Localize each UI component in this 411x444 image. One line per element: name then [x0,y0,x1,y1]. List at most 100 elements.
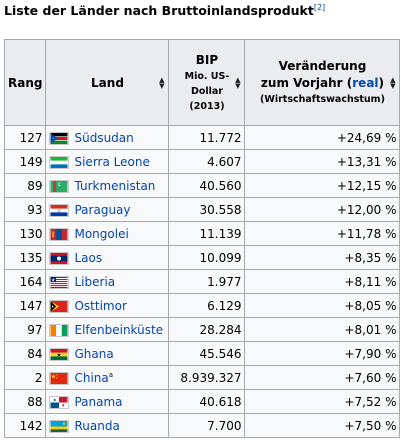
liberia-flag-icon [49,275,70,289]
change-cell: +8,01 % [244,317,401,342]
ghana-flag-icon [49,347,70,361]
table-row: 93 Paraguay 30.558 +12,00 % [3,197,401,222]
table-caption: Liste der Länder nach Bruttoinlandsprodu… [4,3,325,18]
country-link[interactable]: China [74,370,109,385]
rang-cell: 147 [3,293,47,318]
country-link[interactable]: Panama [74,394,123,409]
table-row: 97 Elfenbeinküste 28.284 +8,01 % [3,317,401,342]
bip-cell: 28.284 [168,317,246,342]
sort-arrows-icon[interactable]: ▲ ▼ [235,75,241,90]
change-header-sub: (Wirtschaftswachstum) [260,94,385,105]
column-header-veraenderung[interactable]: Veränderung zum Vorjahr (real) (Wirtscha… [244,39,401,126]
change-cell: +8,05 % [244,293,401,318]
bip-cell: 1.977 [168,269,246,294]
rwanda-flag-icon [49,419,70,433]
real-link[interactable]: real [352,76,379,90]
rang-cell: 88 [3,389,47,414]
footnote-link[interactable]: a [108,370,114,379]
table-row: 142 Ruanda 7.700 +7,50 % [3,413,401,438]
rang-cell: 164 [3,269,47,294]
rang-cell: 2 [3,365,47,390]
land-cell: Turkmenistan [45,173,170,198]
land-cell: Ruanda [45,413,170,438]
table-row: 84 Ghana 45.546 +7,90 % [3,341,401,366]
country-link[interactable]: Ruanda [74,418,120,433]
country-link[interactable]: Südsudan [74,130,134,145]
table-row: 2 Chinaa 8.939.327 +7,60 % [3,365,401,390]
bip-header-sub2: Dollar [190,85,223,97]
change-header-suffix: ) [378,76,385,90]
table-row: 88 Panama 40.618 +7,52 % [3,389,401,414]
table-row: 135 Laos 10.099 +8,35 % [3,245,401,270]
bip-cell: 11.772 [168,125,246,150]
header-row: Rang Land ▲ ▼ BIP Mio. US- Dollar (2013) … [3,39,401,126]
bip-cell: 45.546 [168,341,246,366]
sort-arrows-icon[interactable]: ▲ ▼ [159,75,165,90]
land-header-label: Land [91,75,124,90]
table-row: 149 Sierra Leone 4.607 +13,31 % [3,149,401,174]
country-link[interactable]: Turkmenistan [74,178,156,193]
change-cell: +8,11 % [244,269,401,294]
change-header-line1: Veränderung [278,59,367,73]
change-cell: +7,90 % [244,341,401,366]
bip-cell: 30.558 [168,197,246,222]
bip-cell: 8.939.327 [168,365,246,390]
land-cell: Ghana [45,341,170,366]
land-cell: Südsudan [45,125,170,150]
land-cell: Liberia [45,269,170,294]
rang-cell: 93 [3,197,47,222]
land-cell: Osttimor [45,293,170,318]
bip-cell: 6.129 [168,293,246,318]
change-cell: +13,31 % [244,149,401,174]
bip-header-title: BIP [195,52,219,67]
south-sudan-flag-icon [49,131,70,145]
turkmenistan-flag-icon [49,179,70,193]
table-row: 89 Turkmenistan 40.560 +12,15 % [3,173,401,198]
country-link[interactable]: Laos [74,250,103,265]
change-header-prefix: zum Vorjahr ( [260,76,353,90]
land-cell: Elfenbeinküste [45,317,170,342]
change-cell: +24,69 % [244,125,401,150]
change-cell: +7,50 % [244,413,401,438]
bip-header-sub3: (2013) [189,100,225,112]
bip-header-sub1: Mio. US- [184,70,230,82]
country-link[interactable]: Ghana [74,346,114,361]
column-header-land[interactable]: Land ▲ ▼ [45,39,170,126]
land-cell: Chinaa [45,365,170,390]
rang-cell: 127 [3,125,47,150]
column-header-bip[interactable]: BIP Mio. US- Dollar (2013) ▲ ▼ [168,39,246,126]
change-header-line2: zum Vorjahr (real) [248,75,396,92]
change-cell: +12,00 % [244,197,401,222]
change-cell: +7,60 % [244,365,401,390]
rang-cell: 149 [3,149,47,174]
bip-cell: 40.618 [168,389,246,414]
table-row: 147 Osttimor 6.129 +8,05 % [3,293,401,318]
mongolia-flag-icon [49,227,70,241]
rang-header-label: Rang [8,75,43,90]
country-link[interactable]: Liberia [74,274,116,289]
land-cell: Panama [45,389,170,414]
rang-cell: 142 [3,413,47,438]
column-header-rang[interactable]: Rang [3,39,47,126]
country-link[interactable]: Osttimor [74,298,127,313]
change-cell: +7,52 % [244,389,401,414]
country-link[interactable]: Mongolei [74,226,129,241]
rang-cell: 97 [3,317,47,342]
land-cell: Laos [45,245,170,270]
ivory-coast-flag-icon [49,323,70,337]
caption-text: Liste der Länder nach Bruttoinlandsprodu… [4,3,314,19]
bip-cell: 40.560 [168,173,246,198]
bip-cell: 7.700 [168,413,246,438]
land-cell: Sierra Leone [45,149,170,174]
change-cell: +8,35 % [244,245,401,270]
china-flag-icon [49,371,70,385]
laos-flag-icon [49,251,70,265]
country-link[interactable]: Sierra Leone [74,154,150,169]
country-link[interactable]: Paraguay [74,202,131,217]
land-cell: Paraguay [45,197,170,222]
sort-arrows-icon[interactable]: ▲ ▼ [390,75,396,90]
country-link[interactable]: Elfenbeinküste [74,322,164,337]
caption-reference-link[interactable]: [2] [313,3,326,12]
bip-cell: 10.099 [168,245,246,270]
table-row: 130 Mongolei 11.139 +11,78 % [3,221,401,246]
